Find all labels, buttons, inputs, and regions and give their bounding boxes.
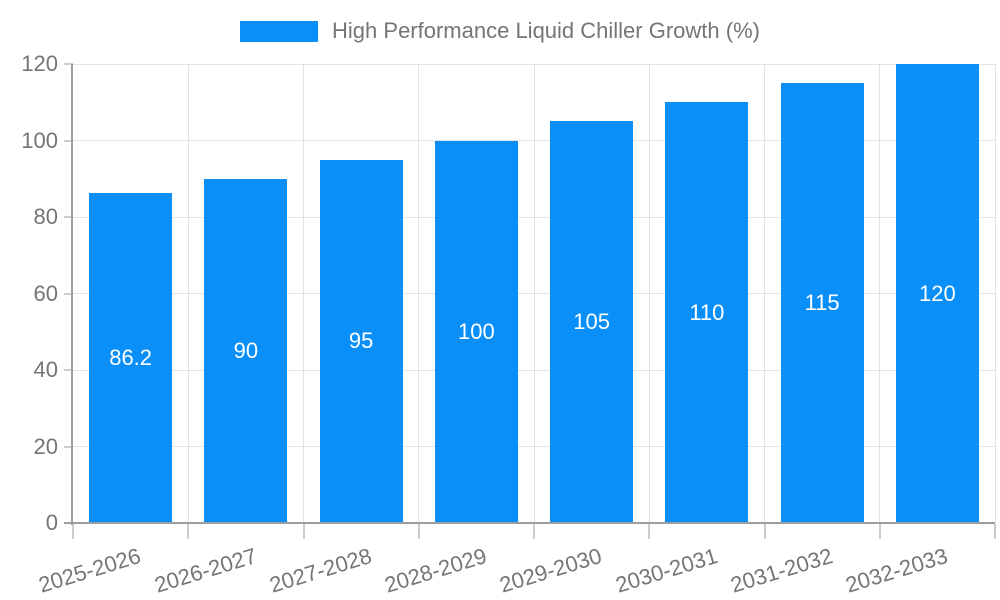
bar-value-label: 110: [689, 299, 725, 325]
x-axis-tick: [417, 524, 420, 539]
bar-value-label: 120: [919, 280, 956, 306]
x-axis-category-label: 2025-2026: [36, 543, 144, 598]
x-axis-category-label: 2030-2031: [612, 543, 721, 598]
bar-value-label: 105: [573, 309, 610, 335]
legend-label: High Performance Liquid Chiller Growth (…: [332, 18, 760, 43]
y-axis-tick: [64, 216, 73, 218]
x-axis-tick: [302, 524, 305, 539]
y-axis-tick: [64, 139, 73, 142]
bar-value-label: 95: [348, 328, 374, 354]
x-axis-line: [64, 522, 995, 524]
x-axis-category-label: 2027-2028: [266, 543, 375, 598]
bar-value-label: 86.2: [109, 345, 153, 371]
y-axis-tick-label: 100: [21, 127, 58, 153]
bar: [550, 121, 634, 523]
x-axis-tick: [533, 524, 535, 539]
gridline-vertical: [418, 64, 420, 523]
legend: High Performance Liquid Chiller Growth (…: [0, 18, 1000, 44]
y-axis-tick: [64, 369, 73, 371]
bar: [204, 178, 288, 523]
gridline-vertical: [879, 64, 881, 523]
x-axis-category-label: 2031-2032: [727, 543, 836, 598]
bar: [319, 159, 403, 523]
bar: [89, 193, 173, 523]
x-axis-tick: [878, 524, 881, 539]
y-axis-tick-label: 20: [33, 433, 58, 459]
x-axis-tick: [72, 524, 74, 539]
gridline-vertical: [764, 64, 765, 523]
y-axis-tick-label: 80: [33, 204, 58, 229]
y-axis-tick-label: 0: [45, 510, 58, 535]
x-axis-tick: [187, 524, 190, 539]
y-axis-tick: [64, 63, 73, 65]
bar: [895, 64, 979, 523]
bar-value-label: 115: [804, 290, 840, 316]
x-axis-tick: [763, 524, 766, 539]
y-axis-line: [71, 64, 73, 525]
y-axis-tick-label: 40: [33, 357, 58, 382]
y-axis-tick-label: 60: [33, 280, 58, 306]
x-axis-category-label: 2028-2029: [381, 543, 490, 598]
gridline-vertical: [648, 64, 650, 523]
y-axis-tick: [64, 445, 73, 448]
bar: [780, 83, 864, 523]
x-axis-category-label: 2029-2030: [497, 543, 605, 598]
x-axis-category-label: 2026-2027: [151, 543, 260, 598]
gridline-vertical: [303, 64, 304, 523]
y-axis-tick: [64, 292, 73, 295]
bar-value-label: 90: [233, 337, 259, 363]
gridline-vertical: [533, 64, 535, 523]
bar: [434, 140, 518, 523]
legend-swatch: [240, 20, 319, 42]
bar: [665, 102, 749, 523]
bar-value-label: 100: [458, 318, 495, 344]
x-axis-tick: [648, 524, 651, 539]
x-axis-tick: [994, 524, 996, 539]
gridline-vertical: [994, 64, 996, 523]
y-axis-tick-label: 120: [21, 51, 58, 76]
gridline-vertical: [187, 64, 189, 523]
x-axis-category-label: 2032-2033: [842, 543, 951, 598]
